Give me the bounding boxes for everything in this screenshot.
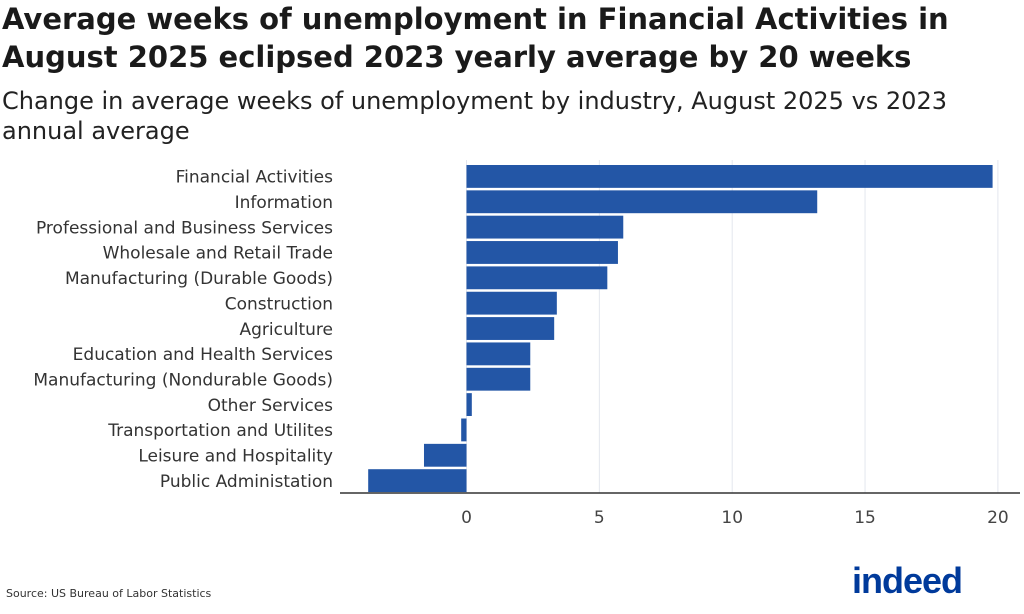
bar <box>466 342 531 366</box>
chart-subtitle: Change in average weeks of unemployment … <box>2 87 947 145</box>
bar <box>466 317 555 340</box>
bar <box>466 266 608 290</box>
indeed-logo: indeed <box>852 560 963 601</box>
category-label: Information <box>235 193 333 213</box>
x-tick-label: 10 <box>721 508 743 528</box>
category-label: Agriculture <box>240 320 334 340</box>
category-label: Construction <box>225 294 333 314</box>
bar <box>466 367 531 391</box>
category-label: Leisure and Hospitality <box>138 447 333 467</box>
category-label: Public Administation <box>160 472 333 492</box>
x-tick-label: 0 <box>461 508 472 528</box>
category-label: Education and Health Services <box>73 345 333 365</box>
category-label: Manufacturing (Nondurable Goods) <box>33 370 333 390</box>
bar <box>466 291 557 315</box>
x-tick-label: 20 <box>987 508 1009 528</box>
bar <box>466 165 993 188</box>
chart-title: Average weeks of unemployment in Financi… <box>2 2 949 74</box>
x-tick-label: 5 <box>594 508 605 528</box>
category-label: Transportation and Utilites <box>107 421 333 441</box>
category-label: Financial Activities <box>176 168 334 188</box>
bar <box>368 469 467 493</box>
category-label: Wholesale and Retail Trade <box>103 244 333 264</box>
bar <box>466 241 618 264</box>
category-label: Professional and Business Services <box>36 218 333 238</box>
bar <box>466 215 624 239</box>
bar <box>461 418 467 442</box>
bar <box>423 443 467 467</box>
x-tick-label: 15 <box>854 508 876 528</box>
bar <box>466 393 472 416</box>
source-note: Source: US Bureau of Labor Statistics <box>6 587 212 600</box>
category-label: Manufacturing (Durable Goods) <box>65 269 333 289</box>
category-label: Other Services <box>208 396 334 416</box>
bar <box>466 190 818 214</box>
